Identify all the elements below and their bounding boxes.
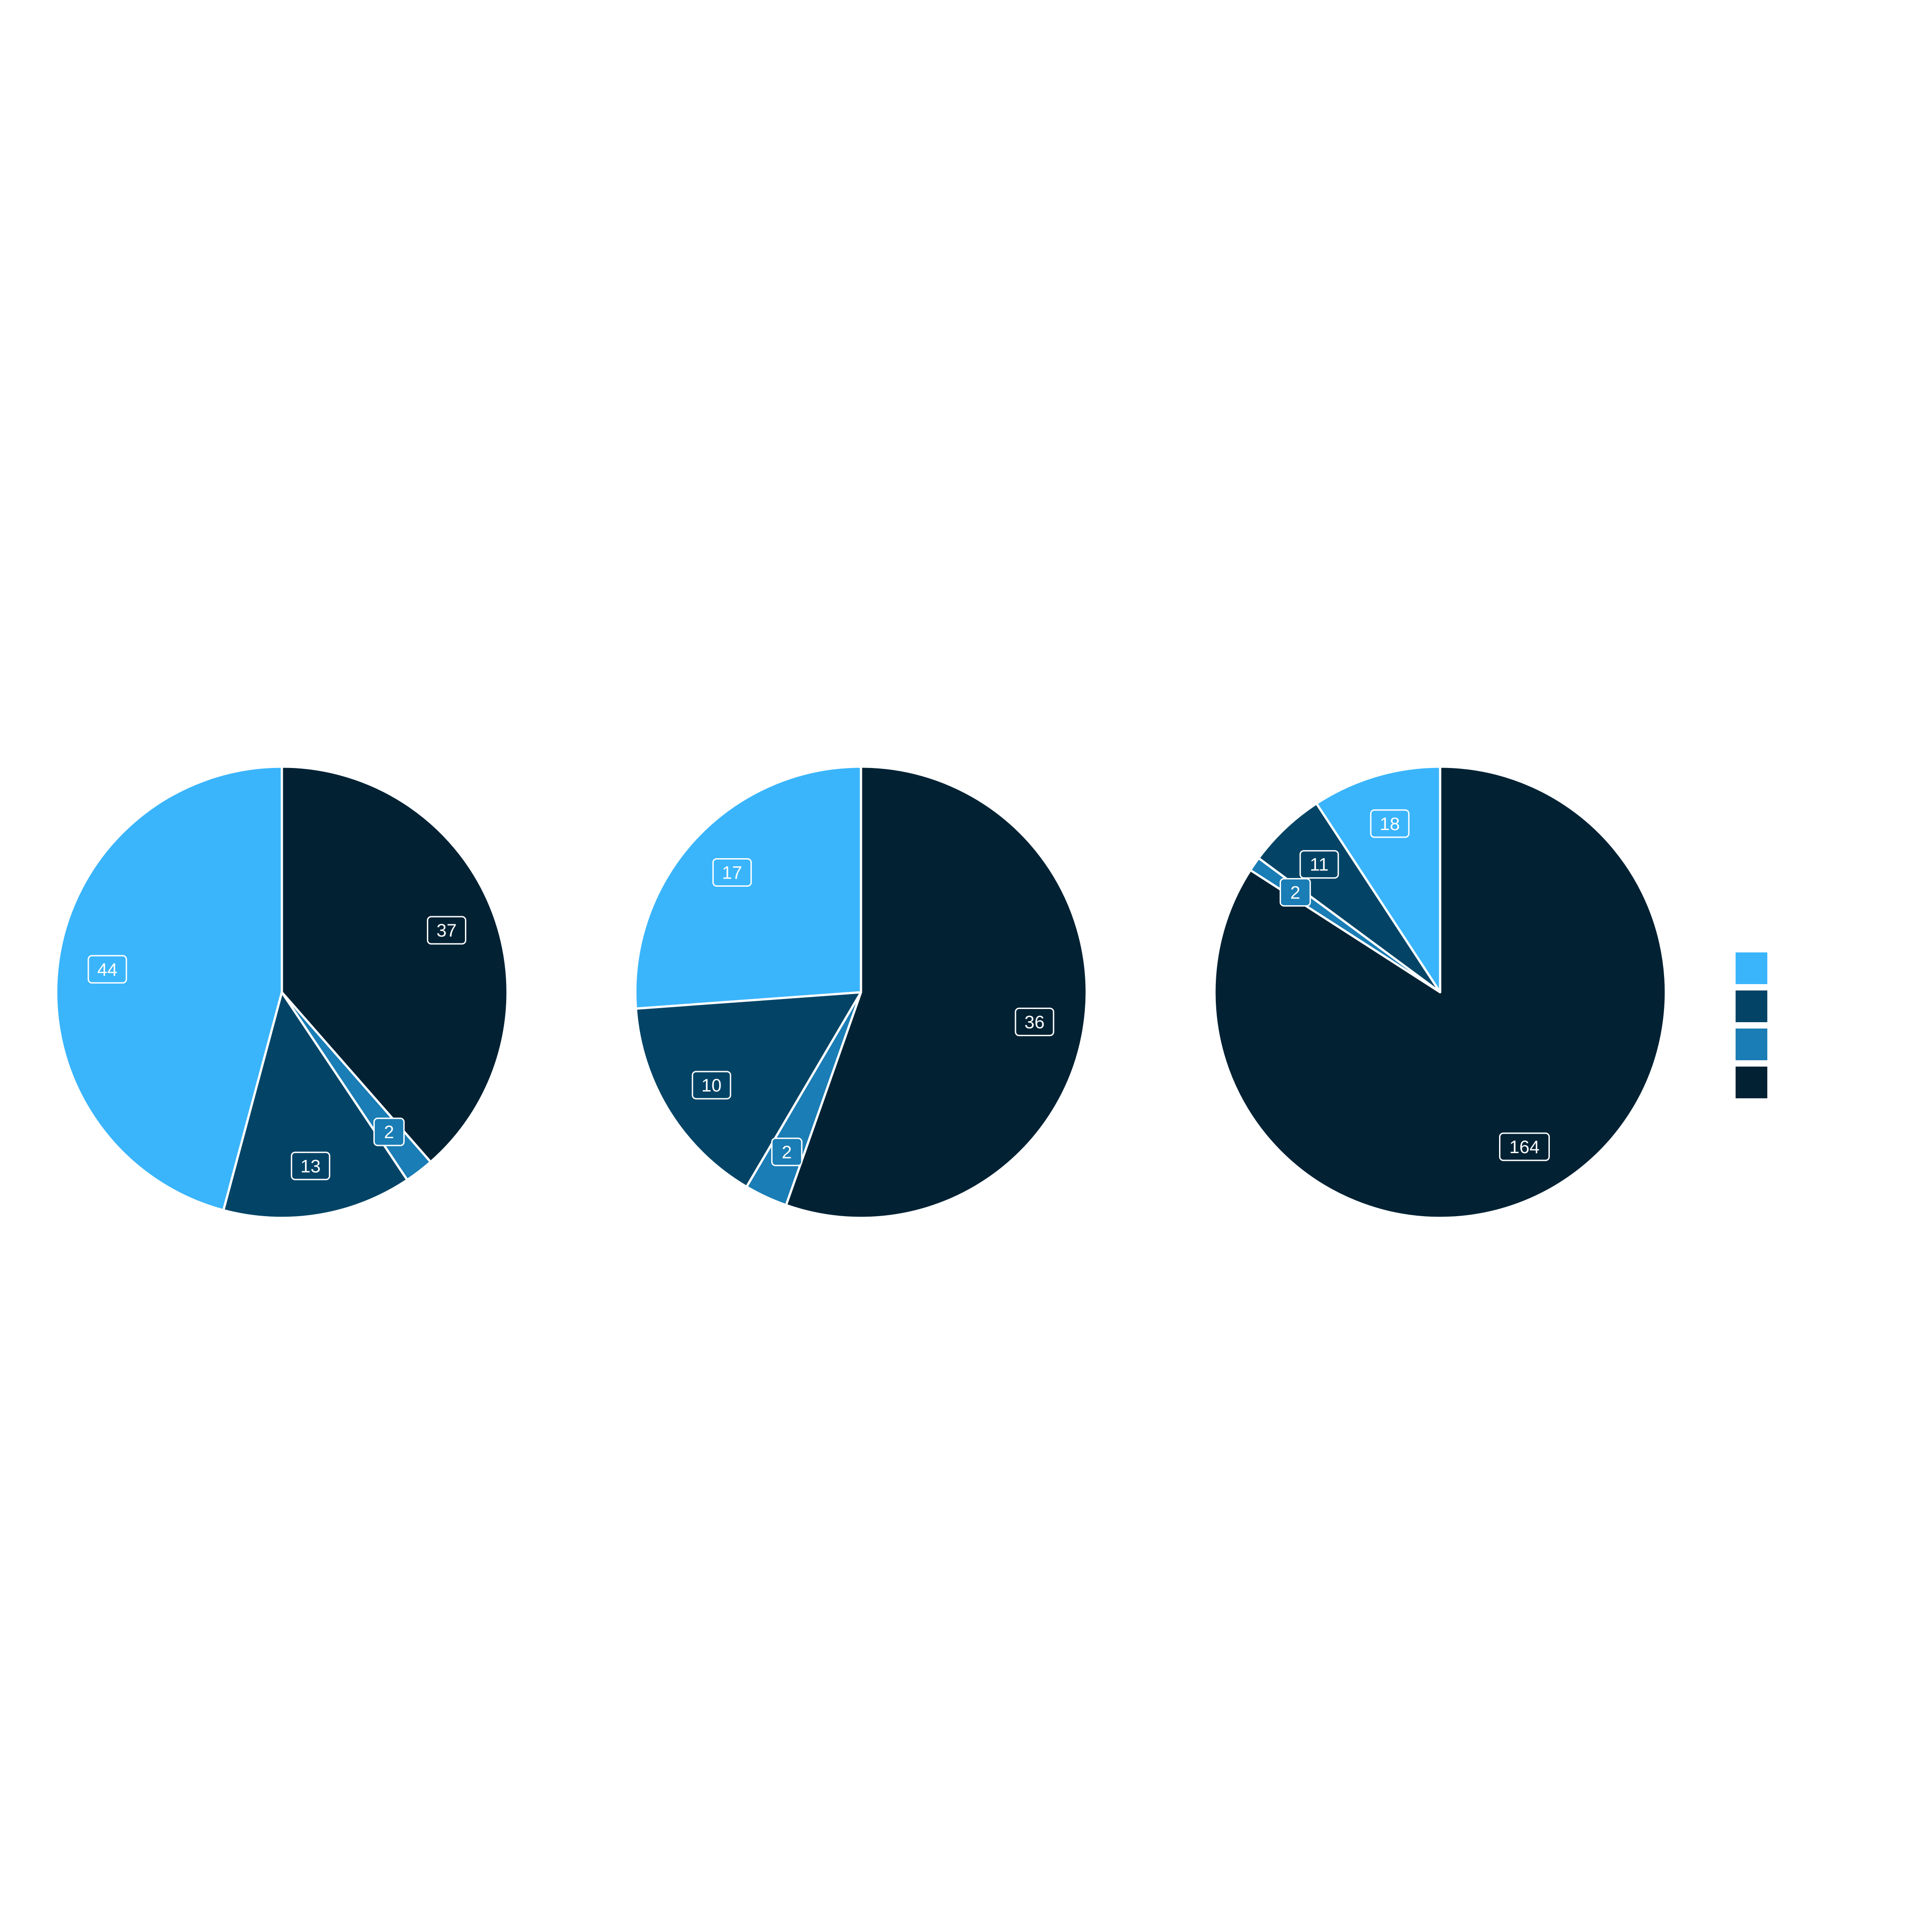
legend xyxy=(1736,952,1767,1098)
slice-value-label: 2 xyxy=(771,1137,803,1166)
slice-label-text: 2 xyxy=(782,1142,792,1162)
slice-label-box xyxy=(373,1117,405,1146)
slice-value-label: 17 xyxy=(712,858,752,887)
slice-value-label: 2 xyxy=(373,1117,405,1146)
slice-label-text: 2 xyxy=(1290,883,1300,903)
slice-value-label: 18 xyxy=(1370,809,1410,838)
slice-label-text: 18 xyxy=(1380,814,1400,834)
pie-chart-1: 44 13 2 37 xyxy=(55,765,509,1219)
slice-value-label: 36 xyxy=(1015,1007,1054,1036)
pie-slice xyxy=(55,765,283,1212)
slice-label-box xyxy=(290,1151,330,1180)
legend-key-1 xyxy=(1736,952,1767,984)
slice-label-text: 2 xyxy=(384,1122,394,1142)
pie-slice xyxy=(785,765,1088,1219)
slice-value-label: 44 xyxy=(87,955,127,984)
slice-label-box xyxy=(1370,809,1410,838)
slice-label-text: 37 xyxy=(436,921,457,941)
legend-key-4 xyxy=(1736,1067,1767,1098)
slice-value-label: 37 xyxy=(427,916,467,945)
slice-value-label: 2 xyxy=(1279,878,1311,907)
pie-chart-3: 18 11 2 164 xyxy=(1213,765,1667,1219)
slice-label-text: 11 xyxy=(1310,855,1329,875)
pie-slice xyxy=(1213,765,1667,1219)
slice-value-label: 164 xyxy=(1499,1132,1550,1161)
pie-slice xyxy=(222,991,409,1219)
slice-label-box xyxy=(1015,1007,1054,1036)
slice-label-box xyxy=(692,1071,731,1100)
slice-label-text: 10 xyxy=(701,1076,722,1096)
slice-value-label: 11 xyxy=(1299,850,1339,879)
pie-slice xyxy=(634,765,862,1010)
slice-label-text: 17 xyxy=(722,863,742,883)
slice-value-label: 10 xyxy=(692,1071,731,1100)
legend-key-3 xyxy=(1736,1029,1767,1060)
pie-slice xyxy=(281,765,509,1163)
slice-label-box xyxy=(1279,878,1311,907)
slice-label-box xyxy=(1499,1132,1550,1161)
slice-label-box xyxy=(712,858,752,887)
slice-label-text: 164 xyxy=(1509,1137,1540,1157)
slice-value-label: 13 xyxy=(290,1151,330,1180)
slice-label-box xyxy=(427,916,467,945)
slice-label-box xyxy=(87,955,127,984)
slice-label-text: 36 xyxy=(1025,1012,1045,1032)
slice-label-box xyxy=(1299,850,1339,879)
slice-label-text: 13 xyxy=(300,1156,321,1176)
pie-chart-2: 17 10 2 36 xyxy=(634,765,1088,1219)
legend-key-2 xyxy=(1736,990,1767,1022)
slice-label-text: 44 xyxy=(97,960,118,980)
pie-slice xyxy=(634,991,862,1188)
slice-label-box xyxy=(771,1137,803,1166)
